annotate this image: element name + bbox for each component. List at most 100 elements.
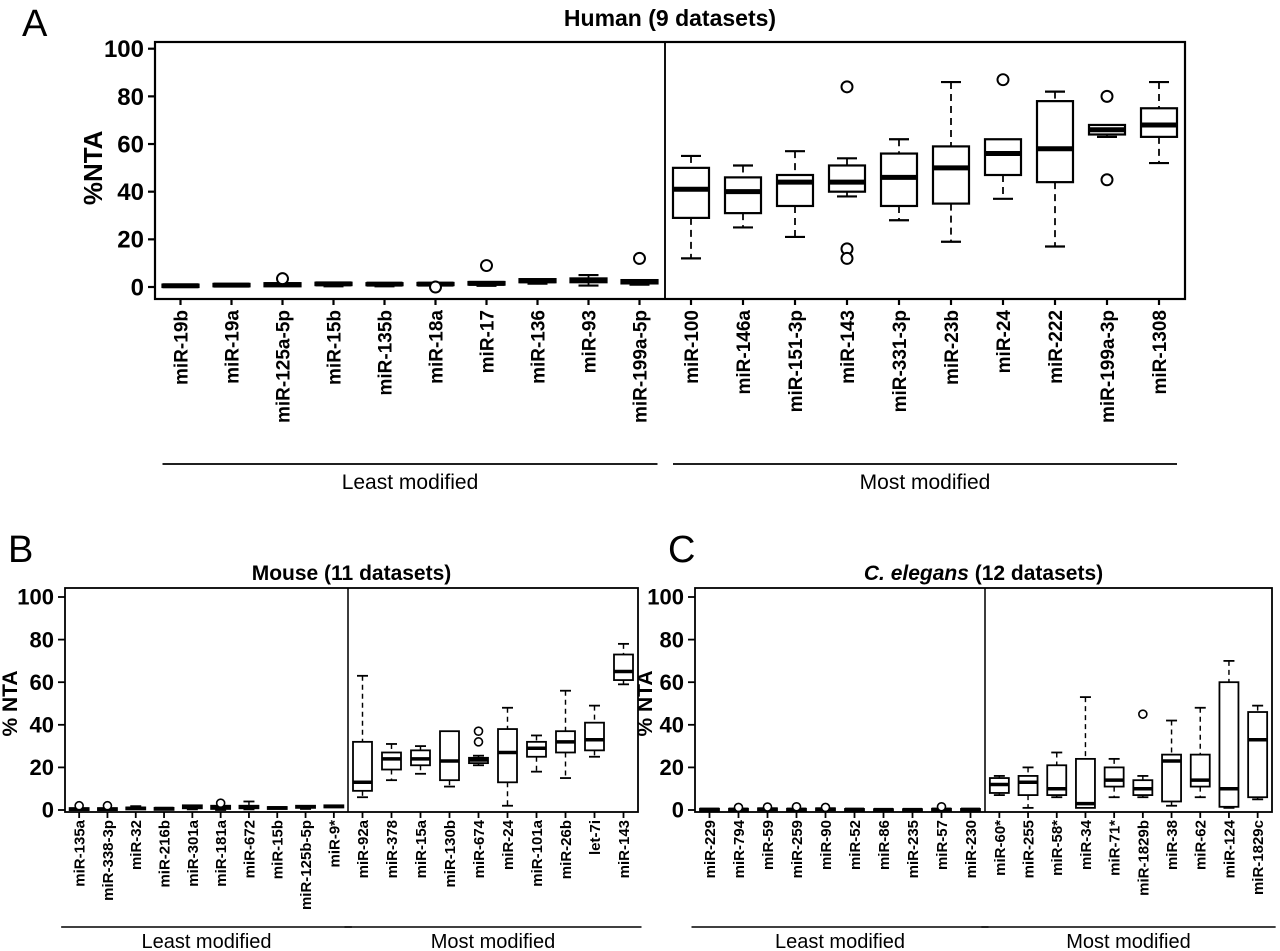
x-label-miR-101a: miR-101a <box>529 819 546 886</box>
y-tick-label: 100 <box>104 36 144 63</box>
outlier-point <box>102 800 113 811</box>
box-miR-124 <box>1218 660 1240 809</box>
x-label-miR-143: miR-143 <box>838 310 859 384</box>
box-miR-57 <box>931 801 952 812</box>
outlier-point <box>996 73 1010 87</box>
x-label-miR-15b: miR-15b <box>324 310 345 385</box>
y-tick-label: 60 <box>117 131 144 158</box>
x-label-miR-23b: miR-23b <box>942 310 963 385</box>
outlier-point <box>473 726 484 737</box>
box-miR-19b <box>161 283 200 289</box>
outlier-point <box>74 800 84 811</box>
y-axis-label: % NTA <box>634 670 657 736</box>
outlier-point <box>840 80 854 94</box>
box-miR-1829c <box>1247 704 1269 801</box>
x-label-miR-92a: miR-92a <box>355 819 372 878</box>
box-miR-143 <box>827 80 867 265</box>
y-tick-label: 60 <box>30 670 54 695</box>
panel-c-title-species: C. elegans <box>864 562 969 585</box>
box-miR-62 <box>1189 706 1211 799</box>
iqr-box <box>1218 681 1240 808</box>
x-label-miR-38: miR-38 <box>1164 820 1181 870</box>
box-miR-1829b <box>1132 709 1154 799</box>
box-miR-24 <box>497 706 518 807</box>
box-miR-15b <box>266 806 288 810</box>
panel-a: A Human (9 datasets) 0 20 40 60 80 100 %NTA miR-1… <box>22 3 1187 494</box>
y-tick-label: 0 <box>42 798 54 823</box>
iqr-box <box>439 730 460 782</box>
panel-a-letter: A <box>22 3 48 45</box>
box-miR-199a-5p <box>620 251 659 286</box>
x-label-miR-15b: miR-15b <box>270 820 287 879</box>
x-label-miR-338-3p: miR-338-3p <box>100 820 117 901</box>
panel-c: C C. elegans (12 datasets) 0 20 40 60 80 100 % N… <box>634 529 1276 951</box>
box-miR-255 <box>1017 766 1039 809</box>
outlier-point <box>429 280 442 294</box>
box-miR-90 <box>815 802 836 813</box>
x-label-miR-93: miR-93 <box>579 310 600 373</box>
outlier-point <box>276 272 289 286</box>
iqr-box <box>723 176 763 215</box>
box-miR-101a <box>526 734 547 773</box>
panel-a-title: Human (9 datasets) <box>564 5 776 31</box>
box-miR-9* <box>323 804 345 809</box>
iqr-box <box>827 164 867 193</box>
group-label-most: Most modified <box>1066 931 1191 951</box>
box-miR-135a <box>68 800 90 811</box>
x-label-miR-62: miR-62 <box>1193 820 1210 870</box>
x-label-miR-1829b: miR-1829b <box>1135 820 1152 896</box>
y-tick-label: 100 <box>17 585 54 610</box>
x-label-miR-235: miR-235 <box>905 820 922 878</box>
y-tick-label: 20 <box>117 227 144 254</box>
x-label-miR-136: miR-136 <box>528 310 549 384</box>
x-label-miR-9*: miR-9* <box>326 820 343 868</box>
x-label-miR-135a: miR-135a <box>72 819 89 886</box>
box-miR-24 <box>983 73 1023 200</box>
outlier-point <box>1100 89 1114 103</box>
box-miR-23b <box>931 80 971 243</box>
iqr-box <box>1247 711 1269 799</box>
x-label-miR-124: miR-124 <box>1221 819 1238 878</box>
box-miR-92a <box>352 674 373 799</box>
x-label-miR-143: miR-143 <box>616 820 633 878</box>
panel-b-letter: B <box>8 529 33 571</box>
x-label-miR-24: miR-24 <box>994 310 1015 374</box>
panel-c-letter: C <box>668 529 695 571</box>
box-miR-338-3p <box>97 800 118 811</box>
y-tick-label: 20 <box>30 755 54 780</box>
x-label-miR-255: miR-255 <box>1020 820 1037 878</box>
iqr-box <box>1075 757 1096 809</box>
x-label-miR-331-3p: miR-331-3p <box>890 310 911 412</box>
outlier-point <box>633 251 646 265</box>
x-label-miR-86: miR-86 <box>876 820 893 870</box>
panel-c-title: C. elegans (12 datasets) <box>864 562 1103 585</box>
iqr-box <box>1017 775 1039 796</box>
x-label-miR-259: miR-259 <box>789 820 806 878</box>
iqr-box <box>497 728 518 784</box>
plot-frame <box>153 40 1187 301</box>
iqr-box <box>983 138 1023 177</box>
x-label-miR-1308: miR-1308 <box>1150 310 1171 395</box>
y-tick-label: 100 <box>647 585 684 610</box>
x-label-miR-1829c: miR-1829c <box>1250 820 1267 895</box>
box-miR-229 <box>699 807 720 812</box>
box-miR-15a <box>410 745 431 775</box>
x-label-miR-26b: miR-26b <box>558 820 575 879</box>
y-axis-label: %NTA <box>78 130 108 205</box>
box-miR-58* <box>1046 751 1068 799</box>
x-label-miR-794: miR-794 <box>731 819 748 878</box>
box-miR-60* <box>988 775 1010 796</box>
outlier-point <box>1100 173 1114 187</box>
x-label-miR-19b: miR-19b <box>171 310 192 385</box>
x-label-miR-90: miR-90 <box>818 820 835 870</box>
box-miR-125a-5p <box>263 272 302 288</box>
box-miR-59 <box>757 802 778 812</box>
iqr-box <box>671 166 711 219</box>
outlier-point <box>762 802 773 812</box>
box-miR-52 <box>844 807 865 812</box>
y-tick-label: 0 <box>672 798 684 823</box>
box-miR-199a-3p <box>1087 89 1127 187</box>
panel-a-title-rest: Human (9 datasets) <box>564 5 776 31</box>
box-miR-181a <box>210 798 232 811</box>
